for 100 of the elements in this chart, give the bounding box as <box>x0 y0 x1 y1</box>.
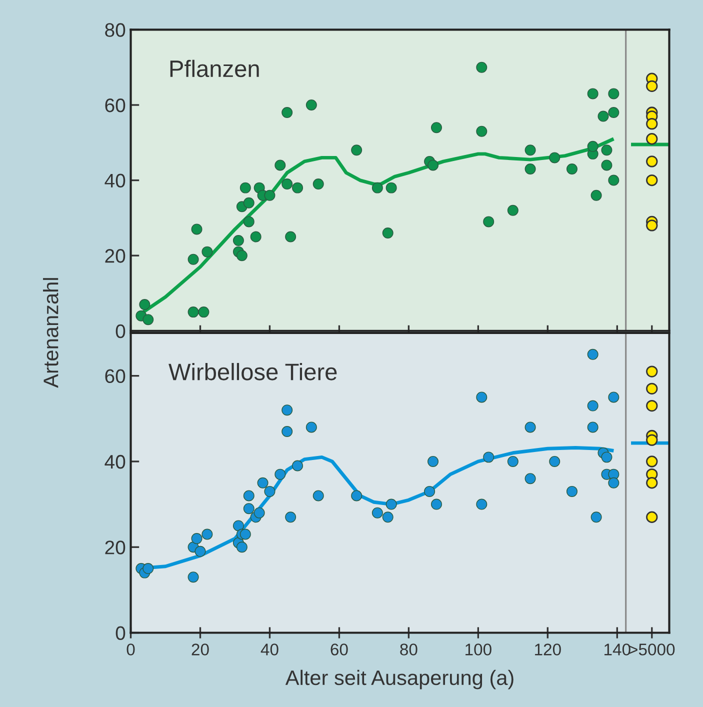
y-axis-title: Artenanzahl <box>43 278 58 388</box>
point <box>646 80 658 92</box>
point <box>282 404 293 416</box>
point <box>646 434 658 446</box>
point <box>236 542 248 553</box>
point <box>476 126 488 137</box>
x-tick-label: 20 <box>192 644 209 656</box>
point <box>601 144 612 156</box>
point <box>312 178 324 190</box>
x-tick-label: 40 <box>260 644 278 656</box>
point <box>351 490 362 502</box>
point <box>646 156 658 168</box>
y-tick-label: 60 <box>105 369 126 384</box>
point <box>430 122 442 134</box>
y-tick-label: 80 <box>105 23 126 37</box>
point <box>646 400 658 412</box>
point <box>428 160 439 171</box>
point <box>476 62 488 73</box>
point <box>646 220 658 232</box>
point <box>264 486 276 497</box>
point <box>386 498 397 510</box>
y-tick-label: 60 <box>105 98 126 112</box>
y-tick-label: 0 <box>116 626 126 640</box>
point <box>243 503 254 514</box>
point <box>424 486 436 497</box>
point <box>382 512 394 523</box>
point <box>507 204 518 216</box>
point <box>254 507 265 518</box>
point <box>191 224 202 235</box>
point <box>274 160 286 171</box>
point <box>590 190 602 201</box>
point <box>198 306 210 318</box>
point <box>587 140 598 152</box>
point <box>372 507 383 518</box>
x-tick-label: >5000 <box>629 644 675 656</box>
point <box>312 490 324 502</box>
point <box>257 477 268 488</box>
point <box>476 392 488 403</box>
point <box>483 452 494 463</box>
point <box>274 468 286 480</box>
y-tick-label: 40 <box>104 454 126 469</box>
x-tick-label: 60 <box>330 644 348 656</box>
point <box>372 182 383 194</box>
point <box>608 392 620 403</box>
point <box>285 512 296 523</box>
point <box>142 563 154 574</box>
y-tick-label: 20 <box>105 249 126 263</box>
point <box>282 107 293 118</box>
point <box>587 348 598 360</box>
x-tick-label: 100 <box>466 644 492 656</box>
point <box>601 452 612 463</box>
point <box>292 460 304 472</box>
point <box>566 163 578 174</box>
y-tick-label: 0 <box>116 324 126 338</box>
point <box>282 178 293 190</box>
text: Wirbellose Tiere <box>168 362 337 380</box>
point <box>524 473 536 484</box>
point <box>202 528 213 540</box>
text: Pflanzen <box>170 60 259 78</box>
point <box>646 382 658 395</box>
point <box>608 88 620 100</box>
point <box>191 533 202 544</box>
point <box>243 490 254 502</box>
point <box>285 231 296 242</box>
point <box>549 152 560 164</box>
point <box>590 512 602 523</box>
x-tick-label: 120 <box>535 644 561 656</box>
point <box>549 456 560 467</box>
point <box>306 422 317 433</box>
point <box>524 163 536 174</box>
y-tick-label: 20 <box>105 540 126 554</box>
point <box>608 477 620 488</box>
x-tick-label: 80 <box>400 644 418 656</box>
point <box>430 498 442 510</box>
point <box>306 99 317 110</box>
point <box>646 366 658 378</box>
point <box>598 110 609 122</box>
point <box>524 144 536 156</box>
point <box>264 190 276 201</box>
point <box>646 133 658 145</box>
point <box>240 182 251 194</box>
point <box>142 314 154 326</box>
y-tick-label: 40 <box>104 174 126 188</box>
point <box>282 426 293 437</box>
point <box>250 231 262 242</box>
x-axis-title: Alter seit Ausaperung (a) <box>285 670 514 690</box>
point <box>507 456 518 467</box>
point <box>476 498 488 510</box>
point <box>188 572 199 583</box>
point <box>382 227 394 238</box>
point <box>587 400 598 412</box>
point <box>483 216 494 228</box>
point <box>236 250 248 262</box>
point <box>243 197 254 208</box>
point <box>428 456 439 467</box>
point <box>646 174 658 186</box>
point <box>587 88 598 100</box>
point <box>524 422 536 433</box>
point <box>194 546 206 557</box>
point <box>292 182 304 194</box>
